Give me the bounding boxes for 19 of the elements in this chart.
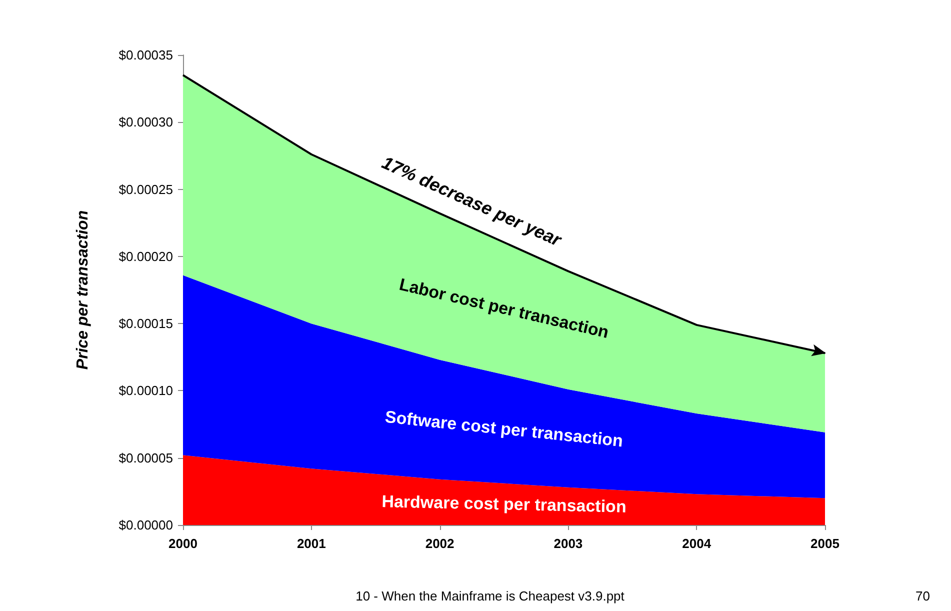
y-tick-label: $0.00010 [118,383,173,398]
y-tick-label: $0.00020 [118,248,173,264]
y-tick-label: $0.00015 [118,316,173,332]
y-tick-label: $0.00025 [118,182,173,197]
x-tick-label: 2005 [810,536,840,551]
y-tick-label: $0.00030 [118,114,173,130]
text: 10 - When the Mainframe is Cheapest v3.9.ppt [356,588,625,604]
x-tick-label: 2000 [168,536,198,551]
y-axis-title: Price per transaction [74,210,92,370]
x-tick-label: 2002 [425,536,454,551]
series-label: Hardware cost per transaction [381,492,627,516]
x-tick-label: 2001 [296,536,326,551]
series-label: Software cost per transaction [384,407,624,451]
x-tick-label: 2004 [682,536,712,551]
y-tick-label: $0.00035 [118,48,173,62]
y-tick-label: $0.00000 [118,518,173,532]
y-tick-label: $0.00005 [118,450,173,466]
text: 70 [916,588,930,604]
x-tick-label: 2003 [554,536,583,551]
